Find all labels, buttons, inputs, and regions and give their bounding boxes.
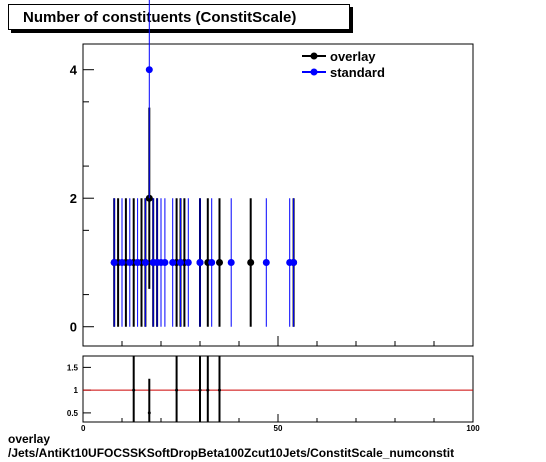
ratio-marks xyxy=(83,356,473,422)
overlay-point xyxy=(247,258,255,266)
standard-point xyxy=(134,258,142,266)
standard-point xyxy=(141,258,149,266)
standard-point xyxy=(161,258,169,266)
footer-label: overlay xyxy=(8,432,51,446)
ratio-y-tick-label: 1.5 xyxy=(67,363,79,372)
y-tick-label: 4 xyxy=(70,63,78,78)
standard-point xyxy=(169,258,177,266)
ratio-point xyxy=(132,388,136,392)
ratio-y-tick-label: 0.5 xyxy=(67,409,79,418)
ratio-point xyxy=(206,388,210,392)
ratio-x-tick-label: 0 xyxy=(81,424,86,433)
main-axes: 0 2 4 xyxy=(70,63,474,346)
ratio-x-tick-label: 50 xyxy=(274,424,283,433)
chart-title: Number of constituents (ConstitScale) xyxy=(23,9,297,26)
standard-point xyxy=(196,258,204,266)
ratio-axes: 0.5 1 1.5 0 50 100 xyxy=(67,363,480,433)
ratio-y-tick-label: 1 xyxy=(74,386,79,395)
standard-point xyxy=(184,258,192,266)
ratio-x-tick-label: 100 xyxy=(466,424,480,433)
legend-label-standard: standard xyxy=(330,65,385,80)
standard-point xyxy=(262,258,270,266)
overlay-point xyxy=(216,258,223,266)
main-marks xyxy=(110,0,298,327)
standard-point xyxy=(145,66,153,74)
series-standard xyxy=(110,0,298,327)
y-tick-label: 0 xyxy=(70,320,77,335)
ratio-plot-frame xyxy=(82,355,474,423)
ratio-point xyxy=(147,411,151,415)
standard-point xyxy=(227,258,235,266)
y-tick-label: 2 xyxy=(70,191,77,206)
standard-point xyxy=(177,258,184,266)
legend-marker-standard xyxy=(310,68,318,76)
footer-path: /Jets/AntiKt10UFOCSSKSoftDropBeta100Zcut… xyxy=(8,446,455,460)
standard-point xyxy=(208,258,216,266)
ratio-point xyxy=(218,388,221,392)
legend-label-overlay: overlay xyxy=(330,49,376,64)
title-box: Number of constituents (ConstitScale) xyxy=(8,4,350,30)
standard-point xyxy=(118,258,126,266)
standard-point xyxy=(126,258,134,266)
ratio-point xyxy=(198,388,202,392)
legend-marker-overlay xyxy=(310,52,318,60)
ratio-point xyxy=(175,388,179,392)
standard-point xyxy=(110,258,118,266)
series-overlay xyxy=(110,107,298,327)
standard-point xyxy=(290,258,298,266)
